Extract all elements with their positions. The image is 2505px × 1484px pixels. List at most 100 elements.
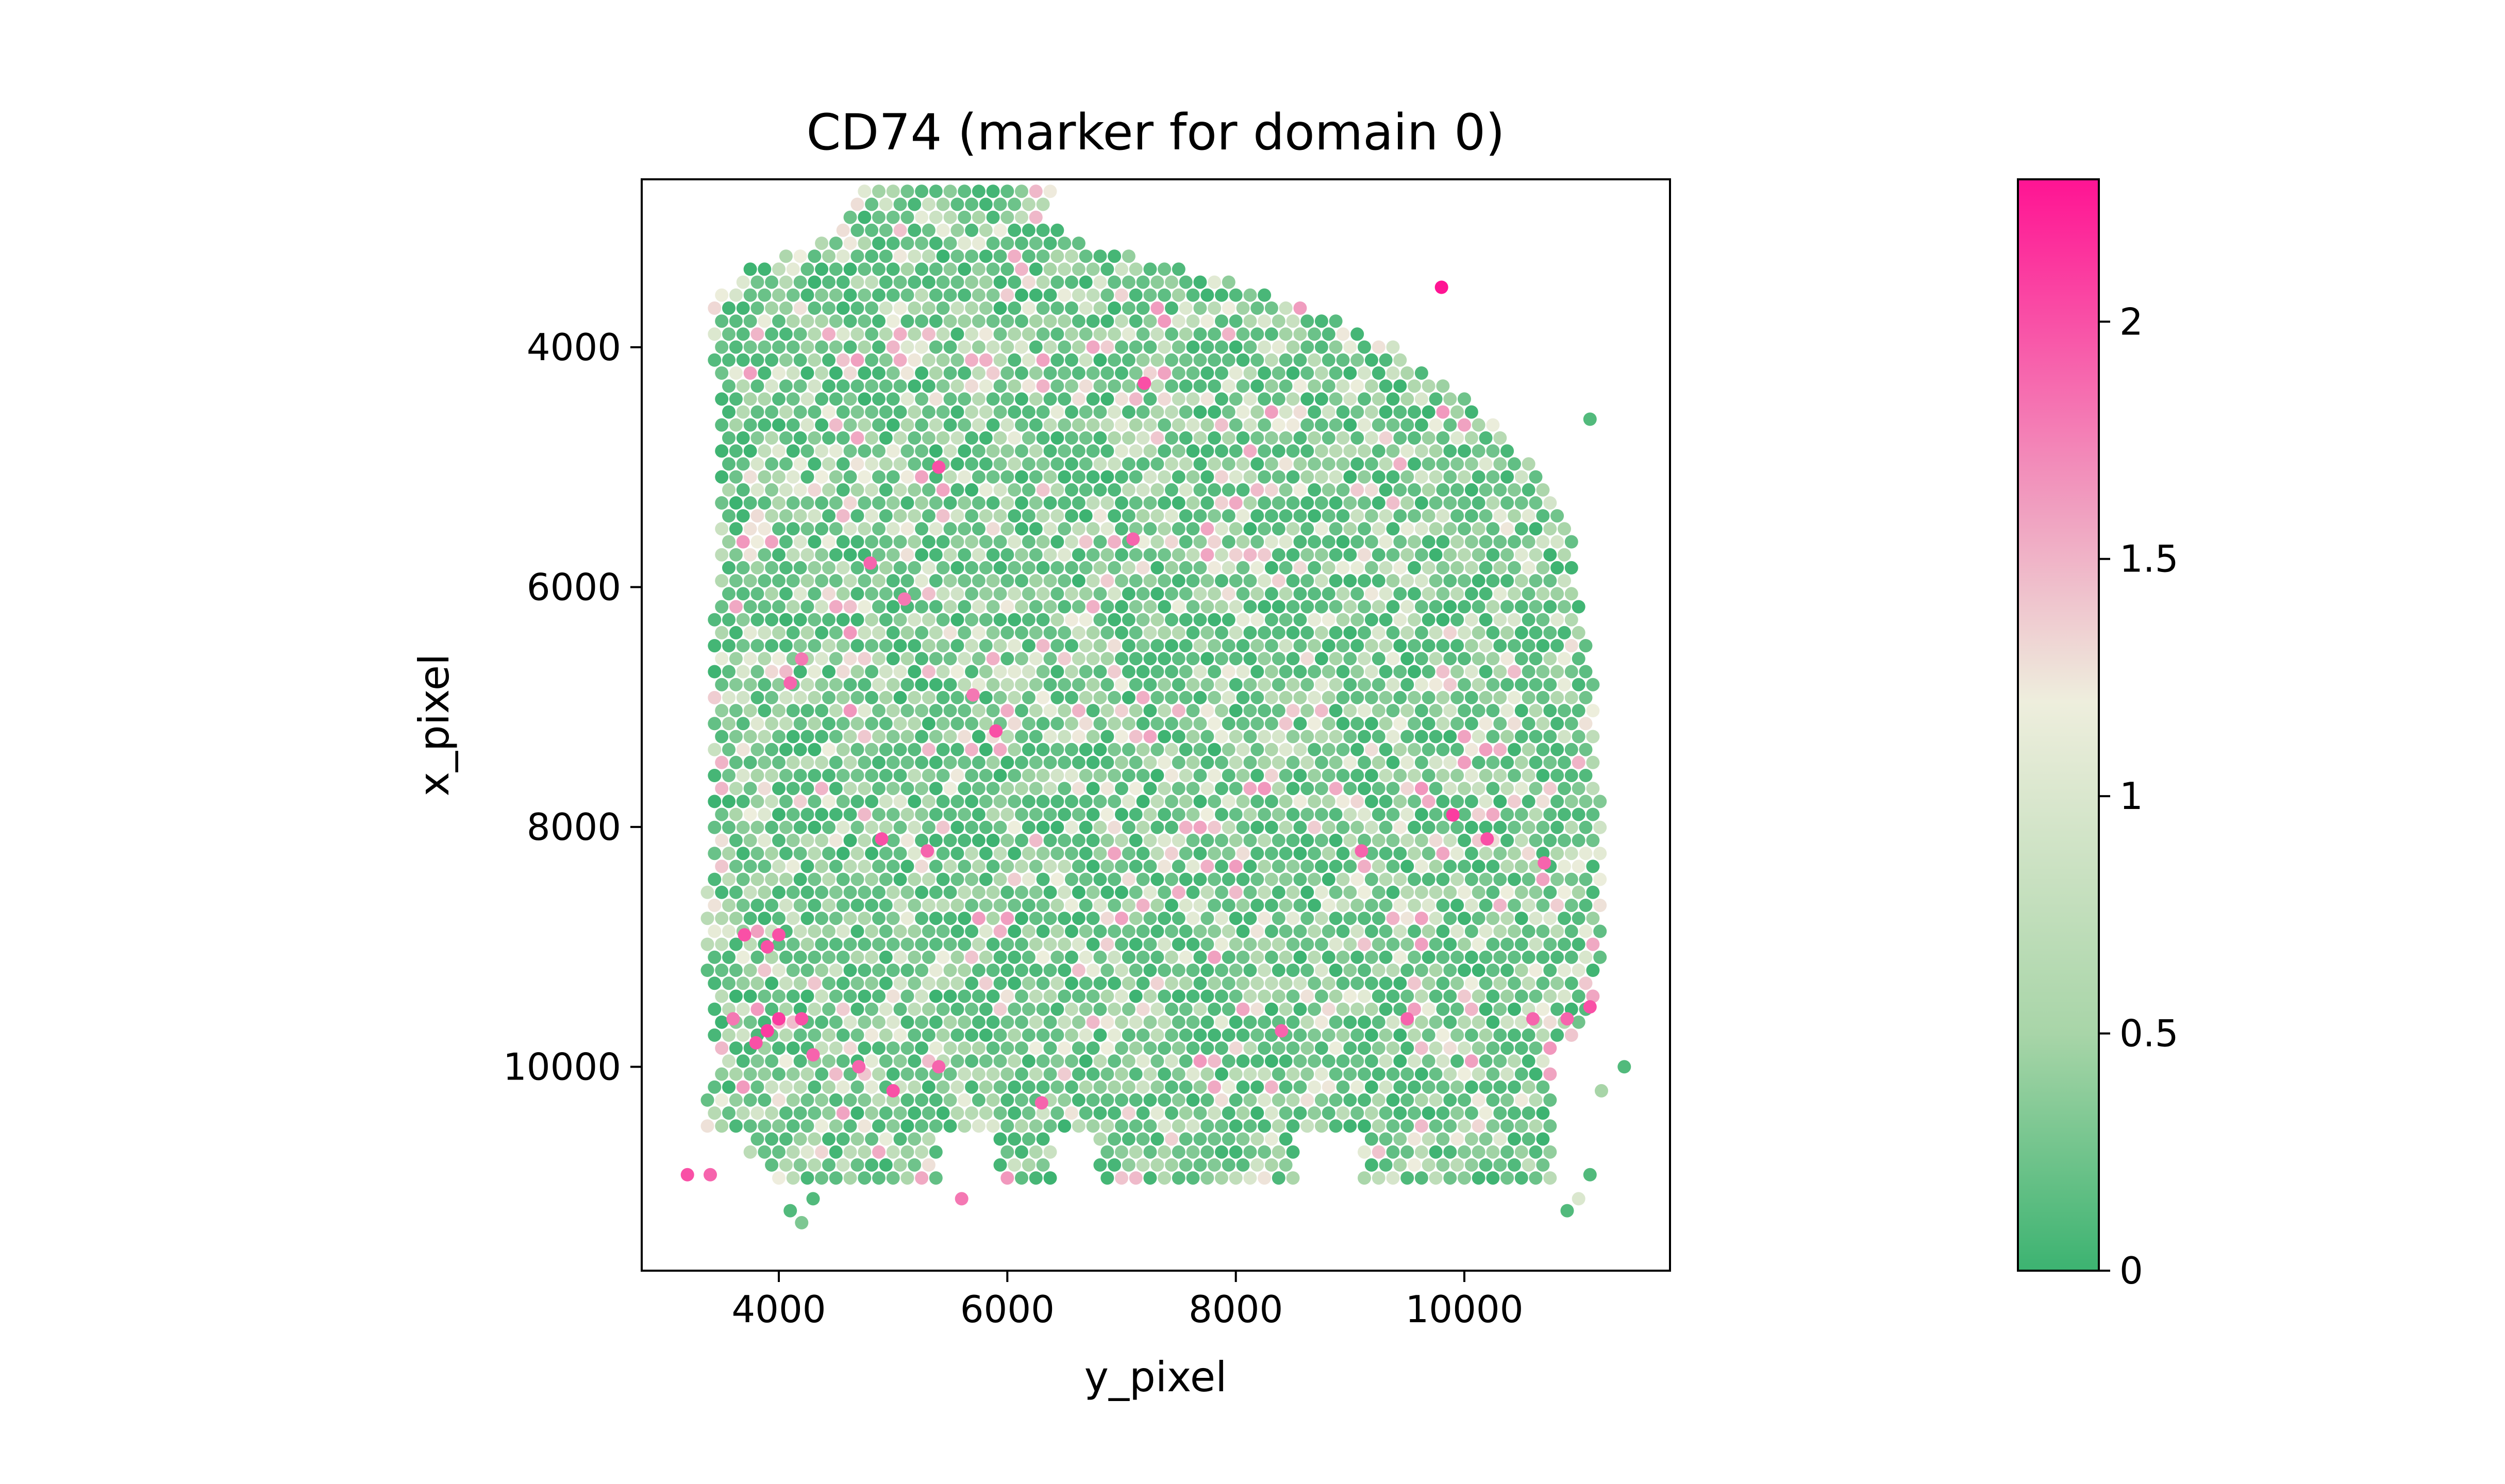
scatter-spot: [1308, 1106, 1322, 1120]
scatter-spot: [1279, 639, 1293, 653]
scatter-spot: [929, 885, 943, 899]
scatter-spot: [1179, 1002, 1193, 1016]
scatter-spot: [1372, 1041, 1385, 1055]
scatter-spot: [958, 237, 972, 250]
scatter-spot: [1429, 885, 1443, 899]
scatter-spot: [736, 301, 750, 315]
scatter-spot: [1308, 717, 1322, 731]
scatter-spot: [1322, 847, 1335, 861]
scatter-spot: [1050, 1054, 1064, 1068]
scatter-spot: [872, 1119, 886, 1133]
scatter-spot: [1286, 1015, 1300, 1029]
scatter-spot: [1472, 626, 1485, 639]
scatter-spot: [1050, 924, 1064, 938]
scatter-spot: [1136, 665, 1150, 679]
scatter-spot: [1322, 1106, 1335, 1120]
scatter-spot: [1558, 912, 1571, 925]
scatter-spot: [1272, 1171, 1285, 1185]
scatter-spot: [772, 1041, 786, 1055]
scatter-spot: [1458, 418, 1471, 432]
scatter-spot: [1393, 1158, 1407, 1172]
scatter-spot: [979, 820, 993, 834]
scatter-spot: [1329, 600, 1343, 614]
scatter-spot: [1065, 950, 1078, 964]
scatter-spot: [1479, 509, 1493, 523]
scatter-spot: [1086, 1015, 1100, 1029]
scatter-spot: [1008, 847, 1022, 861]
scatter-spot: [1136, 275, 1150, 289]
scatter-spot: [715, 652, 729, 666]
scatter-spot: [829, 859, 843, 873]
scatter-spot: [1172, 574, 1185, 588]
scatter-spot: [1136, 1028, 1150, 1042]
scatter-spot: [772, 392, 786, 406]
scatter-spot: [1350, 690, 1364, 704]
scatter-spot: [1464, 1158, 1478, 1172]
scatter-spot: [1072, 704, 1086, 718]
scatter-spot: [1122, 899, 1135, 912]
scatter-spot: [743, 782, 757, 796]
scatter-spot: [1393, 820, 1407, 834]
scatter-spot: [893, 483, 907, 497]
scatter-spot: [886, 522, 900, 536]
scatter-spot: [1322, 820, 1335, 834]
scatter-spot: [993, 795, 1007, 808]
scatter-spot: [822, 795, 836, 808]
scatter-spot: [743, 626, 757, 639]
scatter-spot: [1386, 1041, 1400, 1055]
scatter-spot: [950, 950, 964, 964]
scatter-spot: [986, 288, 1000, 302]
scatter-spot: [1165, 587, 1178, 601]
scatter-spot: [806, 1048, 820, 1062]
scatter-spot: [1208, 1054, 1222, 1068]
scatter-spot: [886, 782, 900, 796]
scatter-spot: [786, 1093, 800, 1107]
scatter-spot: [1293, 847, 1307, 861]
scatter-spot: [1243, 548, 1257, 562]
scatter-spot: [836, 899, 850, 912]
scatter-spot: [1536, 1158, 1550, 1172]
scatter-spot: [1250, 613, 1264, 627]
scatter-spot: [1364, 743, 1378, 756]
scatter-spot: [1308, 1002, 1322, 1016]
scatter-spot: [1236, 872, 1250, 886]
scatter-spot: [750, 457, 764, 471]
scatter-spot: [893, 899, 907, 912]
scatter-spot: [1364, 690, 1378, 704]
scatter-spot: [1314, 859, 1328, 873]
scatter-spot: [743, 1067, 757, 1081]
scatter-spot: [1593, 872, 1607, 886]
scatter-spot: [793, 379, 807, 393]
scatter-spot: [1129, 730, 1143, 744]
scatter-spot: [893, 561, 907, 575]
scatter-spot: [1072, 1067, 1086, 1081]
scatter-spot: [743, 418, 757, 432]
scatter-spot: [1079, 1080, 1093, 1094]
scatter-spot: [1208, 690, 1222, 704]
scatter-spot: [1258, 600, 1272, 614]
scatter-spot: [729, 678, 743, 692]
scatter-spot: [958, 730, 972, 744]
scatter-spot: [1300, 522, 1314, 536]
scatter-spot: [893, 223, 907, 237]
scatter-spot: [929, 1041, 943, 1055]
scatter-spot: [1000, 964, 1014, 977]
scatter-spot: [1472, 730, 1485, 744]
scatter-spot: [1029, 912, 1043, 925]
scatter-spot: [1308, 639, 1322, 653]
scatter-spot: [1414, 834, 1428, 847]
scatter-spot: [1408, 483, 1421, 497]
scatter-spot: [1379, 353, 1393, 367]
scatter-spot: [1122, 1106, 1135, 1120]
scatter-spot: [1108, 535, 1122, 549]
scatter-spot: [1364, 847, 1378, 861]
scatter-spot: [1308, 405, 1322, 419]
scatter-spot: [936, 561, 950, 575]
scatter-spot: [800, 937, 814, 951]
scatter-spot: [1422, 976, 1435, 990]
scatter-spot: [922, 743, 936, 756]
scatter-spot: [1579, 820, 1593, 834]
scatter-spot: [1036, 690, 1050, 704]
scatter-spot: [1136, 976, 1150, 990]
scatter-spot: [1300, 859, 1314, 873]
